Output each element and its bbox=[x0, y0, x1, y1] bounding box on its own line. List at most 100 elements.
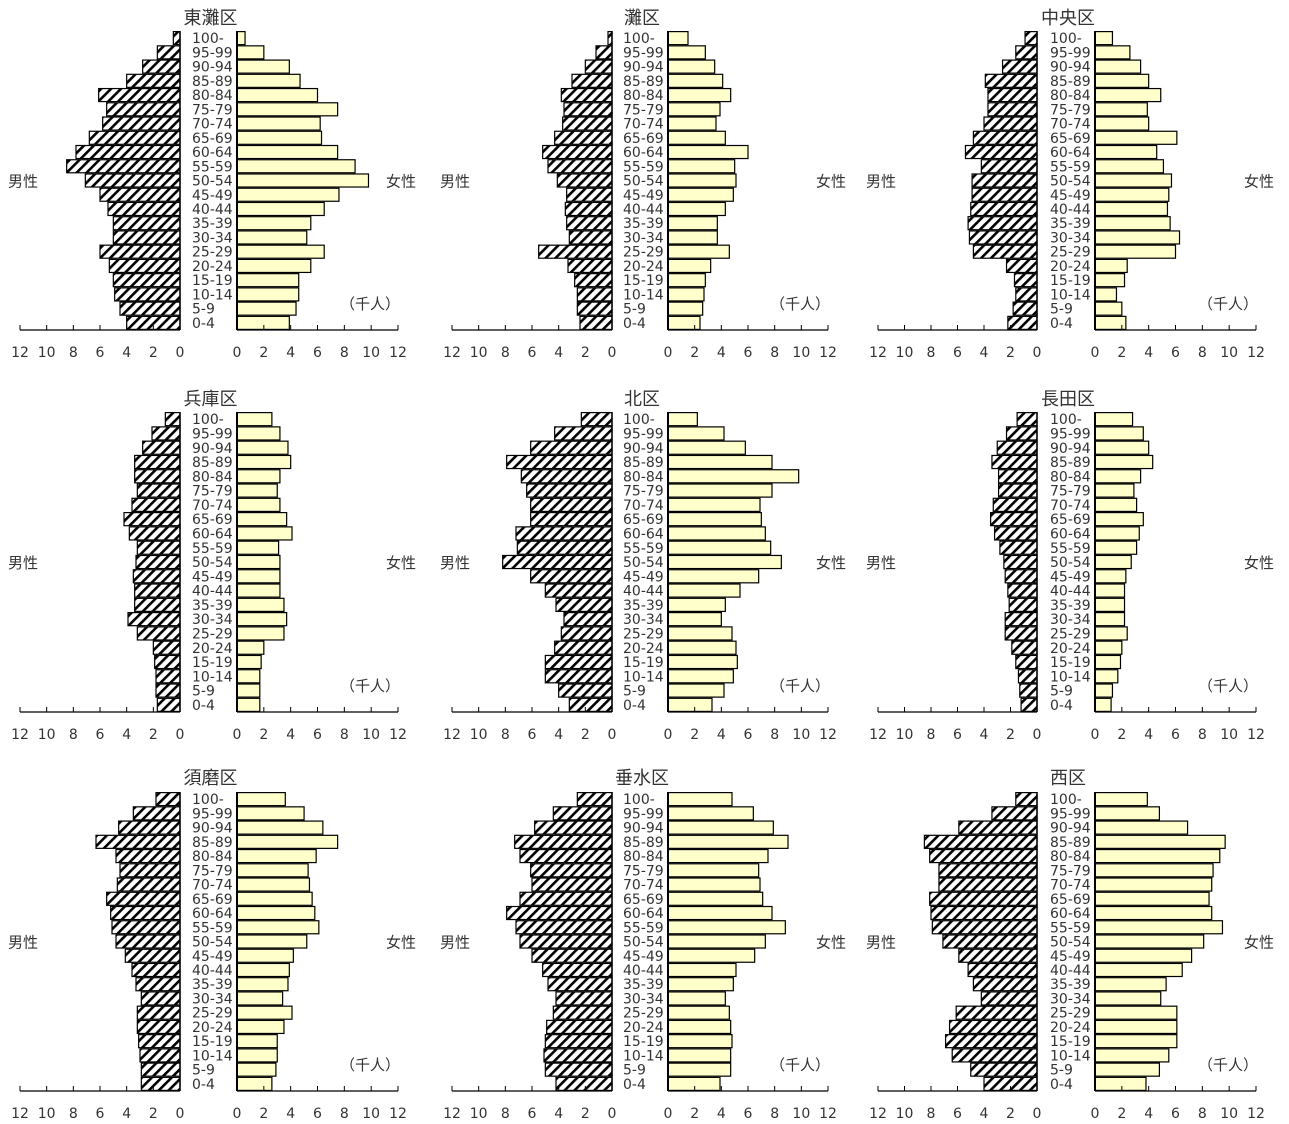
female-bar bbox=[236, 791, 286, 807]
age-label: 60-64 bbox=[1050, 526, 1091, 542]
male-bar bbox=[155, 791, 181, 807]
age-label: 25-29 bbox=[1050, 1006, 1091, 1022]
female-bar bbox=[1094, 905, 1213, 921]
age-label: 85-89 bbox=[1050, 455, 1091, 471]
male-bar bbox=[531, 877, 613, 892]
female-bar bbox=[667, 1005, 730, 1020]
age-label: 5-9 bbox=[1050, 684, 1073, 700]
male-tick-label: 2 bbox=[1006, 727, 1015, 743]
male-bar bbox=[560, 626, 613, 641]
female-label: 女性 bbox=[1244, 172, 1274, 190]
male-bar bbox=[136, 540, 181, 555]
female-tick-label: 12 bbox=[389, 345, 407, 361]
male-tick-label: 8 bbox=[69, 727, 78, 743]
female-label: 女性 bbox=[1244, 933, 1274, 951]
age-label: 95-99 bbox=[1050, 806, 1091, 822]
male-bar bbox=[1015, 287, 1038, 302]
female-bar bbox=[667, 820, 774, 835]
age-label: 30-34 bbox=[192, 991, 233, 1007]
female-tick-label: 0 bbox=[664, 345, 673, 361]
male-bar bbox=[119, 301, 181, 316]
age-label: 85-89 bbox=[1050, 74, 1091, 90]
female-tick-label: 2 bbox=[1117, 1106, 1126, 1122]
male-bar bbox=[930, 905, 1038, 921]
female-bar bbox=[667, 187, 734, 202]
age-label: 0-4 bbox=[1050, 316, 1073, 332]
age-label: 90-94 bbox=[1050, 60, 1091, 76]
age-label: 0-4 bbox=[623, 698, 646, 714]
female-bar bbox=[236, 483, 278, 498]
male-bar bbox=[999, 540, 1038, 555]
female-tick-label: 2 bbox=[690, 1106, 699, 1122]
male-bar bbox=[547, 977, 613, 992]
male-bar bbox=[119, 863, 181, 878]
male-bar bbox=[520, 469, 613, 484]
male-bar bbox=[140, 1076, 181, 1092]
male-tick-label: 0 bbox=[176, 1106, 185, 1122]
male-bar bbox=[574, 273, 613, 288]
male-bar bbox=[972, 977, 1038, 992]
male-tick-label: 6 bbox=[96, 1106, 105, 1122]
age-label: 25-29 bbox=[192, 626, 233, 642]
age-label: 30-34 bbox=[623, 230, 664, 246]
female-bar bbox=[667, 159, 736, 174]
male-bar bbox=[530, 511, 613, 527]
male-bar bbox=[1003, 554, 1038, 570]
age-label: 5-9 bbox=[1050, 1063, 1073, 1079]
age-label: 85-89 bbox=[623, 835, 664, 851]
female-bar bbox=[1094, 640, 1123, 655]
male-tick-label: 10 bbox=[470, 345, 488, 361]
female-bar bbox=[667, 173, 737, 188]
male-tick-label: 6 bbox=[528, 727, 537, 743]
male-bar bbox=[556, 173, 613, 188]
age-label: 45-49 bbox=[192, 188, 233, 204]
male-bar bbox=[155, 669, 181, 684]
female-bar bbox=[1094, 144, 1158, 160]
male-bar bbox=[99, 187, 181, 202]
male-bar bbox=[506, 905, 613, 921]
male-bar bbox=[530, 569, 613, 584]
female-bar bbox=[667, 469, 800, 484]
male-tick-label: 0 bbox=[608, 345, 617, 361]
male-bar bbox=[155, 683, 181, 698]
age-label: 40-44 bbox=[192, 202, 233, 218]
male-bar bbox=[558, 683, 613, 698]
male-bar bbox=[546, 1019, 613, 1035]
female-tick-label: 12 bbox=[819, 1106, 837, 1122]
male-label: 男性 bbox=[440, 933, 470, 951]
age-label: 45-49 bbox=[1050, 949, 1091, 965]
female-tick-label: 2 bbox=[259, 1106, 268, 1122]
male-bar bbox=[138, 1034, 181, 1049]
age-label: 45-49 bbox=[623, 188, 664, 204]
female-bar bbox=[667, 1019, 732, 1035]
age-label: 30-34 bbox=[1050, 230, 1091, 246]
female-bar bbox=[1094, 301, 1123, 316]
age-label: 60-64 bbox=[192, 145, 233, 161]
unit-label: （千人） bbox=[770, 677, 830, 695]
age-label: 80-84 bbox=[192, 88, 233, 104]
male-bar bbox=[580, 412, 613, 427]
age-label: 20-24 bbox=[623, 259, 664, 275]
female-tick-label: 0 bbox=[664, 1106, 673, 1122]
female-tick-label: 4 bbox=[717, 345, 726, 361]
male-bar bbox=[938, 863, 1038, 878]
female-bar bbox=[236, 934, 308, 949]
male-bar bbox=[543, 1048, 613, 1063]
female-bar bbox=[667, 891, 764, 906]
female-bar bbox=[1094, 934, 1205, 949]
female-bar bbox=[667, 611, 722, 627]
unit-label: （千人） bbox=[1198, 677, 1258, 695]
male-bar bbox=[1005, 258, 1038, 274]
female-bar bbox=[667, 87, 732, 103]
male-bar bbox=[542, 962, 613, 978]
age-label: 50-54 bbox=[623, 555, 664, 571]
female-label: 女性 bbox=[386, 172, 416, 190]
male-bar bbox=[538, 244, 613, 259]
age-label: 30-34 bbox=[623, 612, 664, 628]
unit-label: （千人） bbox=[1198, 1056, 1258, 1074]
female-tick-label: 4 bbox=[717, 1106, 726, 1122]
female-tick-label: 10 bbox=[792, 1106, 810, 1122]
male-bar bbox=[980, 159, 1038, 174]
age-label: 25-29 bbox=[192, 245, 233, 261]
female-bar bbox=[667, 1076, 721, 1092]
